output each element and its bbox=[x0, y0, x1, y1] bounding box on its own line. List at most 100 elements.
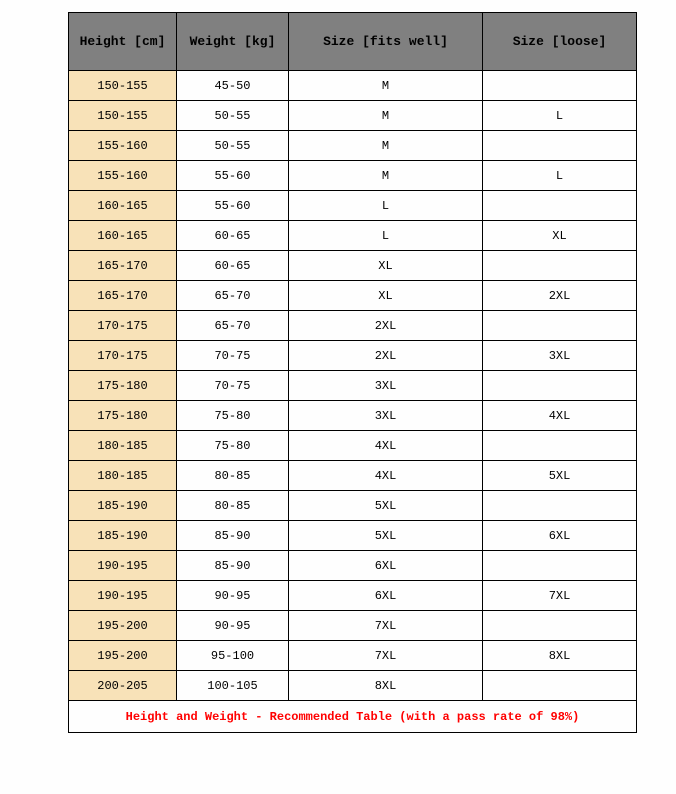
table-cell: 70-75 bbox=[177, 341, 289, 371]
table-cell: 165-170 bbox=[69, 251, 177, 281]
table-cell: 60-65 bbox=[177, 251, 289, 281]
table-cell: 170-175 bbox=[69, 311, 177, 341]
table-cell: 85-90 bbox=[177, 521, 289, 551]
table-cell: 165-170 bbox=[69, 281, 177, 311]
table-cell: 185-190 bbox=[69, 521, 177, 551]
table-cell: M bbox=[289, 161, 483, 191]
column-header: Size [fits well] bbox=[289, 13, 483, 71]
table-row: 170-17570-752XL3XL bbox=[69, 341, 637, 371]
table-cell bbox=[483, 491, 637, 521]
table-cell: L bbox=[289, 191, 483, 221]
table-cell bbox=[483, 311, 637, 341]
table-cell bbox=[483, 251, 637, 281]
table-cell: 55-60 bbox=[177, 161, 289, 191]
table-cell: 150-155 bbox=[69, 71, 177, 101]
table-cell: 100-105 bbox=[177, 671, 289, 701]
table-cell: XL bbox=[289, 251, 483, 281]
table-cell: XL bbox=[483, 221, 637, 251]
table-cell: 90-95 bbox=[177, 611, 289, 641]
table-row: 180-18580-854XL5XL bbox=[69, 461, 637, 491]
table-cell: 50-55 bbox=[177, 101, 289, 131]
table-row: 200-205100-1058XL bbox=[69, 671, 637, 701]
table-cell: XL bbox=[289, 281, 483, 311]
table-cell: M bbox=[289, 101, 483, 131]
table-cell: 55-60 bbox=[177, 191, 289, 221]
table-cell: 160-165 bbox=[69, 221, 177, 251]
table-cell: 2XL bbox=[289, 311, 483, 341]
table-cell: L bbox=[483, 101, 637, 131]
table-cell: 80-85 bbox=[177, 461, 289, 491]
table-cell: M bbox=[289, 131, 483, 161]
table-cell: 155-160 bbox=[69, 131, 177, 161]
table-cell bbox=[483, 551, 637, 581]
table-row: 170-17565-702XL bbox=[69, 311, 637, 341]
table-cell: 7XL bbox=[483, 581, 637, 611]
column-header: Weight [kg] bbox=[177, 13, 289, 71]
table-cell: 80-85 bbox=[177, 491, 289, 521]
table-cell: 8XL bbox=[289, 671, 483, 701]
table-cell: 195-200 bbox=[69, 611, 177, 641]
table-row: 160-16560-65LXL bbox=[69, 221, 637, 251]
table-row: 195-20095-1007XL8XL bbox=[69, 641, 637, 671]
table-cell: L bbox=[483, 161, 637, 191]
table-cell: 4XL bbox=[289, 431, 483, 461]
table-header: Height [cm]Weight [kg]Size [fits well]Si… bbox=[69, 13, 637, 71]
table-cell: 4XL bbox=[483, 401, 637, 431]
table-cell bbox=[483, 71, 637, 101]
table-row: 195-20090-957XL bbox=[69, 611, 637, 641]
table-row: 185-19080-855XL bbox=[69, 491, 637, 521]
table-cell: 70-75 bbox=[177, 371, 289, 401]
table-cell: 180-185 bbox=[69, 461, 177, 491]
table-row: 160-16555-60L bbox=[69, 191, 637, 221]
table-row: 190-19585-906XL bbox=[69, 551, 637, 581]
table-cell: 155-160 bbox=[69, 161, 177, 191]
table-row: 155-16055-60ML bbox=[69, 161, 637, 191]
table-cell: 75-80 bbox=[177, 431, 289, 461]
table-row: 165-17060-65XL bbox=[69, 251, 637, 281]
table-cell bbox=[483, 611, 637, 641]
table-cell: 65-70 bbox=[177, 311, 289, 341]
table-cell: 2XL bbox=[483, 281, 637, 311]
table-row: 185-19085-905XL6XL bbox=[69, 521, 637, 551]
table-cell: 6XL bbox=[483, 521, 637, 551]
table-body: 150-15545-50M150-15550-55ML155-16050-55M… bbox=[69, 71, 637, 701]
table-row: 180-18575-804XL bbox=[69, 431, 637, 461]
table-cell: 75-80 bbox=[177, 401, 289, 431]
table-cell: 180-185 bbox=[69, 431, 177, 461]
table-cell: 175-180 bbox=[69, 371, 177, 401]
table-cell: 3XL bbox=[289, 371, 483, 401]
table-cell: 200-205 bbox=[69, 671, 177, 701]
table-row: 155-16050-55M bbox=[69, 131, 637, 161]
table-cell: 60-65 bbox=[177, 221, 289, 251]
table-row: 150-15545-50M bbox=[69, 71, 637, 101]
table-row: 190-19590-956XL7XL bbox=[69, 581, 637, 611]
table-cell bbox=[483, 191, 637, 221]
table-cell: 3XL bbox=[289, 401, 483, 431]
table-cell: 195-200 bbox=[69, 641, 177, 671]
table-cell bbox=[483, 431, 637, 461]
table-row: 175-18070-753XL bbox=[69, 371, 637, 401]
table-cell: 95-100 bbox=[177, 641, 289, 671]
table-cell: 6XL bbox=[289, 551, 483, 581]
table-cell: 4XL bbox=[289, 461, 483, 491]
table-cell: 8XL bbox=[483, 641, 637, 671]
table-cell: 5XL bbox=[289, 521, 483, 551]
footer-caption: Height and Weight - Recommended Table (w… bbox=[69, 701, 637, 733]
table-cell: 6XL bbox=[289, 581, 483, 611]
table-cell: 170-175 bbox=[69, 341, 177, 371]
table-cell: 190-195 bbox=[69, 551, 177, 581]
table-cell: L bbox=[289, 221, 483, 251]
table-cell: 190-195 bbox=[69, 581, 177, 611]
table-cell bbox=[483, 131, 637, 161]
table-cell: M bbox=[289, 71, 483, 101]
table-cell: 3XL bbox=[483, 341, 637, 371]
table-cell: 45-50 bbox=[177, 71, 289, 101]
table-cell: 85-90 bbox=[177, 551, 289, 581]
table-cell: 50-55 bbox=[177, 131, 289, 161]
table-cell: 5XL bbox=[289, 491, 483, 521]
table-cell: 150-155 bbox=[69, 101, 177, 131]
table-cell bbox=[483, 371, 637, 401]
table-row: 150-15550-55ML bbox=[69, 101, 637, 131]
table-row: 175-18075-803XL4XL bbox=[69, 401, 637, 431]
table-cell: 2XL bbox=[289, 341, 483, 371]
